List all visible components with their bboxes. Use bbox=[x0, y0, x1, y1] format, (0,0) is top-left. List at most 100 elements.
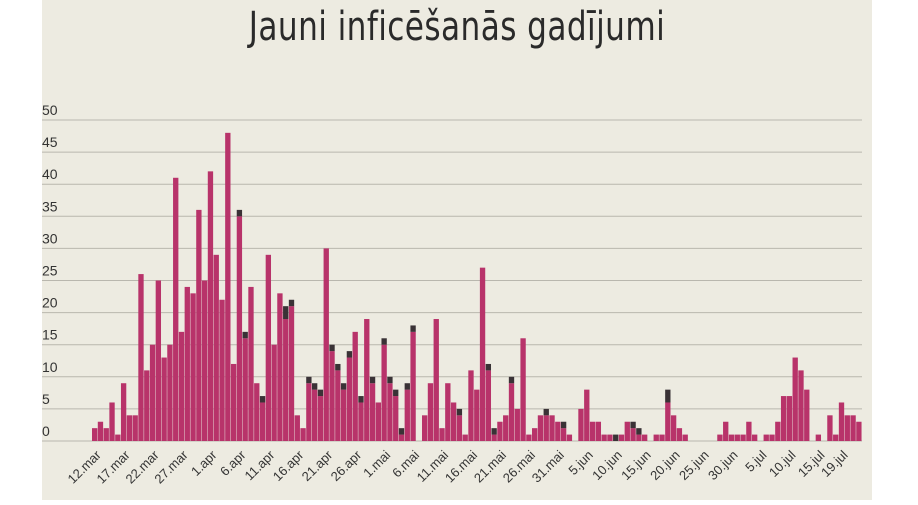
bar-segment-dark bbox=[410, 325, 415, 331]
bar bbox=[243, 338, 248, 441]
bar bbox=[376, 402, 381, 441]
bar bbox=[335, 370, 340, 441]
bar bbox=[133, 415, 138, 441]
bar bbox=[526, 435, 531, 441]
bar bbox=[677, 428, 682, 441]
x-axis-ticks: 12.mar17.mar22.mar27.mar1.apr6.apr11.apr… bbox=[65, 447, 851, 487]
bar bbox=[839, 402, 844, 441]
x-tick-label: 31.mai bbox=[529, 447, 567, 485]
bar bbox=[764, 435, 769, 441]
bar bbox=[596, 422, 601, 441]
bar bbox=[775, 422, 780, 441]
bar bbox=[555, 422, 560, 441]
bar bbox=[607, 435, 612, 441]
x-tick-label: 10.jul bbox=[766, 447, 799, 480]
bar bbox=[399, 435, 404, 441]
bar bbox=[804, 390, 809, 441]
bar bbox=[630, 428, 635, 441]
bar-segment-dark bbox=[358, 396, 363, 402]
bar bbox=[381, 345, 386, 441]
bar bbox=[636, 435, 641, 441]
bar-segment-dark bbox=[486, 364, 491, 370]
bar-segment-dark bbox=[561, 422, 566, 428]
bar bbox=[497, 422, 502, 441]
bar-segment-dark bbox=[312, 383, 317, 389]
bar bbox=[104, 428, 109, 441]
bar bbox=[463, 435, 468, 441]
bar bbox=[827, 415, 832, 441]
bar bbox=[173, 178, 178, 441]
bar bbox=[121, 383, 126, 441]
bar bbox=[503, 415, 508, 441]
bar bbox=[781, 396, 786, 441]
bar bbox=[538, 415, 543, 441]
bar bbox=[92, 428, 97, 441]
bar bbox=[735, 435, 740, 441]
x-tick-label: 1.apr bbox=[188, 447, 220, 479]
bar bbox=[451, 402, 456, 441]
bar bbox=[520, 338, 525, 441]
x-tick-label: 21.apr bbox=[299, 447, 336, 484]
bar bbox=[202, 281, 207, 442]
bar bbox=[219, 300, 224, 441]
bar-segment-dark bbox=[544, 409, 549, 415]
bar bbox=[312, 390, 317, 441]
bar bbox=[225, 133, 230, 441]
bar bbox=[549, 415, 554, 441]
bar bbox=[428, 383, 433, 441]
x-tick-label: 26.apr bbox=[328, 447, 365, 484]
bar bbox=[289, 306, 294, 441]
bar-segment-dark bbox=[509, 377, 514, 383]
bar bbox=[127, 415, 132, 441]
bar bbox=[422, 415, 427, 441]
bar bbox=[231, 364, 236, 441]
bar bbox=[642, 435, 647, 441]
bar bbox=[769, 435, 774, 441]
bar bbox=[410, 332, 415, 441]
x-tick-label: 30.jun bbox=[705, 447, 741, 483]
bar-segment-dark bbox=[457, 409, 462, 415]
bar bbox=[491, 435, 496, 441]
y-tick-label: 5 bbox=[42, 391, 50, 407]
bar-segment-dark bbox=[289, 300, 294, 306]
bar bbox=[816, 435, 821, 441]
bar bbox=[260, 402, 265, 441]
bar bbox=[196, 210, 201, 441]
bar-segment-dark bbox=[393, 390, 398, 396]
x-tick-label: 10.jun bbox=[589, 447, 625, 483]
bar-segment-dark bbox=[630, 422, 635, 428]
bar bbox=[318, 396, 323, 441]
bar bbox=[619, 435, 624, 441]
bar bbox=[578, 409, 583, 441]
bar bbox=[561, 428, 566, 441]
bar-segment-dark bbox=[387, 377, 392, 383]
x-tick-label: 19.jul bbox=[818, 447, 851, 480]
y-tick-label: 10 bbox=[42, 359, 58, 375]
bar bbox=[445, 383, 450, 441]
bar bbox=[190, 293, 195, 441]
bar bbox=[671, 415, 676, 441]
bar bbox=[358, 402, 363, 441]
bar bbox=[214, 255, 219, 441]
bar-segment-dark bbox=[237, 210, 242, 216]
bar bbox=[480, 268, 485, 441]
x-tick-label: 15.jun bbox=[618, 447, 654, 483]
bar bbox=[798, 370, 803, 441]
bar bbox=[532, 428, 537, 441]
bar bbox=[393, 396, 398, 441]
y-tick-label: 45 bbox=[42, 134, 58, 150]
bar bbox=[324, 248, 329, 441]
bar bbox=[364, 319, 369, 441]
bar bbox=[266, 255, 271, 441]
y-tick-label: 50 bbox=[42, 102, 58, 118]
bar bbox=[295, 415, 300, 441]
bar bbox=[659, 435, 664, 441]
y-tick-label: 30 bbox=[42, 230, 58, 246]
bar-segment-dark bbox=[243, 332, 248, 338]
bar bbox=[329, 351, 334, 441]
bar-segment-dark bbox=[306, 377, 311, 383]
bar bbox=[850, 415, 855, 441]
x-tick-label: 5.jul bbox=[742, 447, 770, 475]
bar bbox=[150, 345, 155, 441]
y-tick-label: 40 bbox=[42, 166, 58, 182]
